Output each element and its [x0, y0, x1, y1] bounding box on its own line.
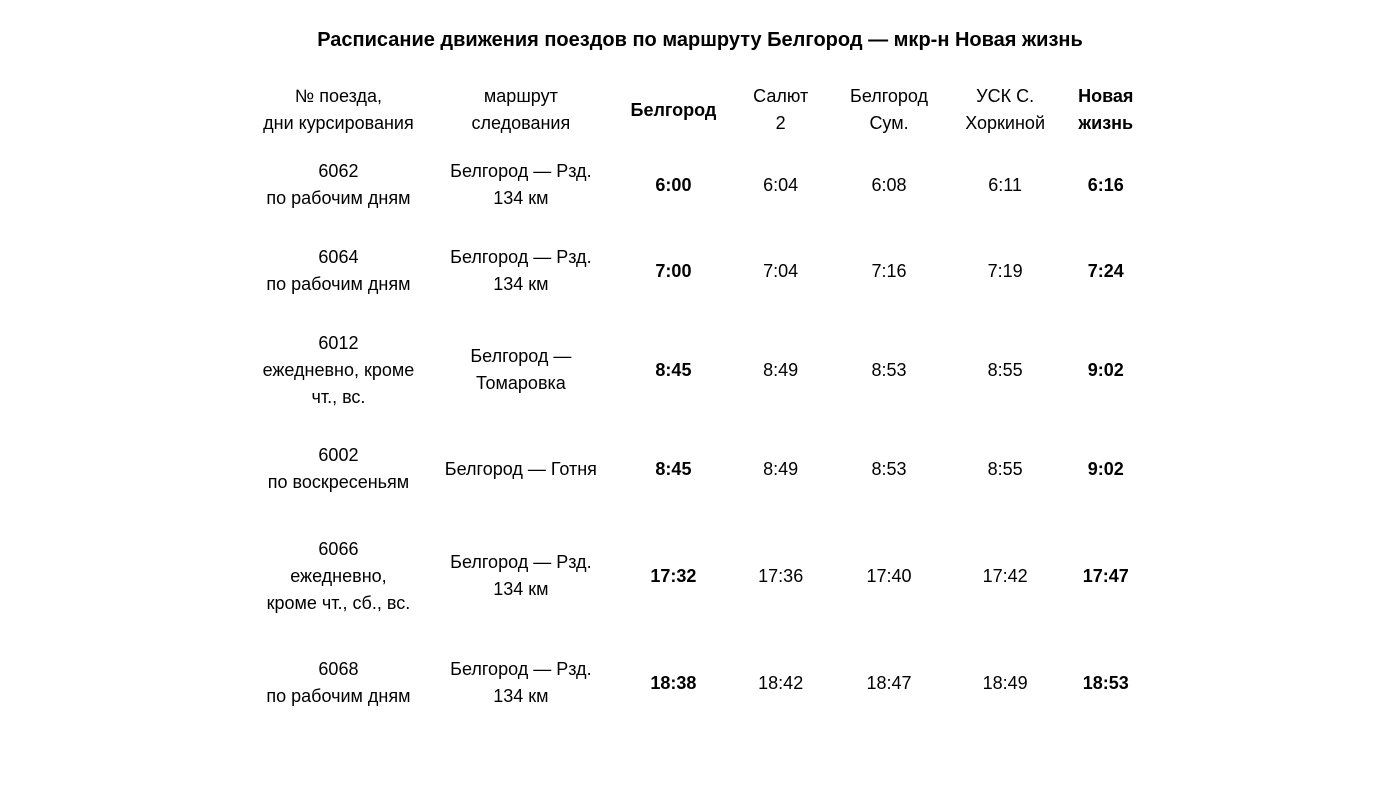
route-cell: Белгород — Рзд.134 км [427, 228, 615, 314]
column-header: маршрутследования [427, 78, 615, 142]
time-cell: 8:49 [732, 314, 829, 426]
page-title: Расписание движения поездов по маршруту … [250, 22, 1150, 58]
time-cell: 7:04 [732, 228, 829, 314]
column-header: УСК С.Хоркиной [949, 78, 1062, 142]
time-cell: 8:45 [615, 426, 732, 512]
time-cell: 17:47 [1062, 512, 1151, 640]
time-cell: 6:04 [732, 142, 829, 228]
time-cell: 9:02 [1062, 426, 1151, 512]
train-cell: 6062по рабочим дням [250, 142, 427, 228]
time-cell: 7:24 [1062, 228, 1151, 314]
time-cell: 8:53 [829, 426, 948, 512]
train-cell: 6068по рабочим дням [250, 640, 427, 726]
table-row: 6064по рабочим днямБелгород — Рзд.134 км… [250, 228, 1150, 314]
time-cell: 18:53 [1062, 640, 1151, 726]
time-cell: 8:55 [949, 314, 1062, 426]
table-row: 6066ежедневно,кроме чт., сб., вс.Белгоро… [250, 512, 1150, 640]
time-cell: 8:49 [732, 426, 829, 512]
table-row: 6002по воскресеньямБелгород — Готня8:458… [250, 426, 1150, 512]
column-header: № поезда,дни курсирования [250, 78, 427, 142]
table-header-row: № поезда,дни курсированиямаршрутследован… [250, 78, 1150, 142]
route-cell: Белгород — Рзд.134 км [427, 142, 615, 228]
train-cell: 6002по воскресеньям [250, 426, 427, 512]
table-header: № поезда,дни курсированиямаршрутследован… [250, 78, 1150, 142]
time-cell: 8:55 [949, 426, 1062, 512]
route-cell: Белгород — Готня [427, 426, 615, 512]
table-body: 6062по рабочим днямБелгород — Рзд.134 км… [250, 142, 1150, 726]
time-cell: 6:11 [949, 142, 1062, 228]
time-cell: 7:19 [949, 228, 1062, 314]
schedule-container: Расписание движения поездов по маршруту … [250, 0, 1150, 726]
route-cell: Белгород —Томаровка [427, 314, 615, 426]
table-row: 6062по рабочим днямБелгород — Рзд.134 км… [250, 142, 1150, 228]
time-cell: 18:49 [949, 640, 1062, 726]
time-cell: 6:08 [829, 142, 948, 228]
train-cell: 6064по рабочим дням [250, 228, 427, 314]
schedule-table: № поезда,дни курсированиямаршрутследован… [250, 78, 1150, 726]
column-header: Белгород [615, 78, 732, 142]
table-row: 6012ежедневно, кромечт., вс.Белгород —То… [250, 314, 1150, 426]
time-cell: 6:16 [1062, 142, 1151, 228]
time-cell: 17:42 [949, 512, 1062, 640]
column-header: Салют2 [732, 78, 829, 142]
time-cell: 17:32 [615, 512, 732, 640]
time-cell: 18:42 [732, 640, 829, 726]
time-cell: 18:38 [615, 640, 732, 726]
train-cell: 6012ежедневно, кромечт., вс. [250, 314, 427, 426]
train-cell: 6066ежедневно,кроме чт., сб., вс. [250, 512, 427, 640]
route-cell: Белгород — Рзд.134 км [427, 512, 615, 640]
time-cell: 8:45 [615, 314, 732, 426]
time-cell: 7:00 [615, 228, 732, 314]
time-cell: 18:47 [829, 640, 948, 726]
time-cell: 17:40 [829, 512, 948, 640]
time-cell: 9:02 [1062, 314, 1151, 426]
time-cell: 8:53 [829, 314, 948, 426]
column-header: БелгородСум. [829, 78, 948, 142]
time-cell: 7:16 [829, 228, 948, 314]
time-cell: 6:00 [615, 142, 732, 228]
table-row: 6068по рабочим днямБелгород — Рзд.134 км… [250, 640, 1150, 726]
column-header: Новаяжизнь [1062, 78, 1151, 142]
route-cell: Белгород — Рзд.134 км [427, 640, 615, 726]
time-cell: 17:36 [732, 512, 829, 640]
